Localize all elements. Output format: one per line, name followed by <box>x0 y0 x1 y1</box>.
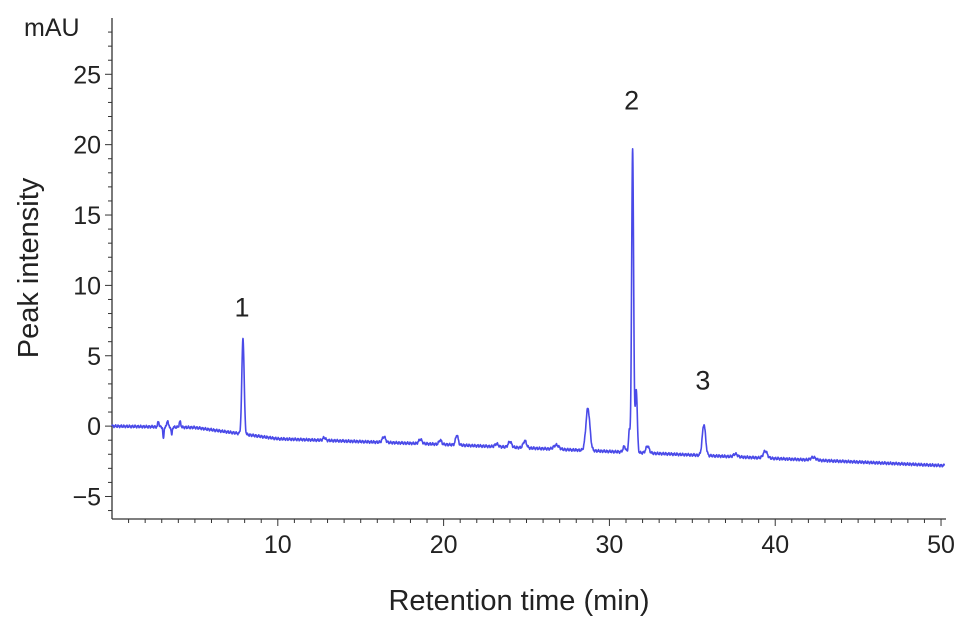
y-tick-label: 15 <box>73 202 101 230</box>
axes <box>111 18 946 520</box>
peak-label: 1 <box>234 292 249 322</box>
y-tick-label: −5 <box>72 483 101 511</box>
y-tick-label: 5 <box>87 343 101 371</box>
x-tick-label: 10 <box>264 531 292 559</box>
x-tick-label: 40 <box>761 531 789 559</box>
y-tick-label: 0 <box>87 413 101 441</box>
x-axis-label: Retention time (min) <box>388 585 649 617</box>
tick-group: 10 20 30 40 50 −5 0 5 10 15 20 25 <box>72 31 955 559</box>
y-tick-label: 10 <box>73 272 101 300</box>
x-tick-label: 50 <box>927 531 955 559</box>
y-unit-label: mAU <box>24 14 80 42</box>
peak-label: 3 <box>695 366 710 396</box>
y-tick-label: 20 <box>73 132 101 160</box>
y-axis-label: Peak intensity <box>13 177 45 358</box>
peak-label: 2 <box>624 85 639 115</box>
y-tick-label: 25 <box>73 61 101 89</box>
peak-annotations: 1 2 3 <box>234 85 710 395</box>
x-tick-label: 30 <box>596 531 624 559</box>
x-tick-label: 20 <box>430 531 458 559</box>
chromatogram-trace <box>111 147 946 468</box>
